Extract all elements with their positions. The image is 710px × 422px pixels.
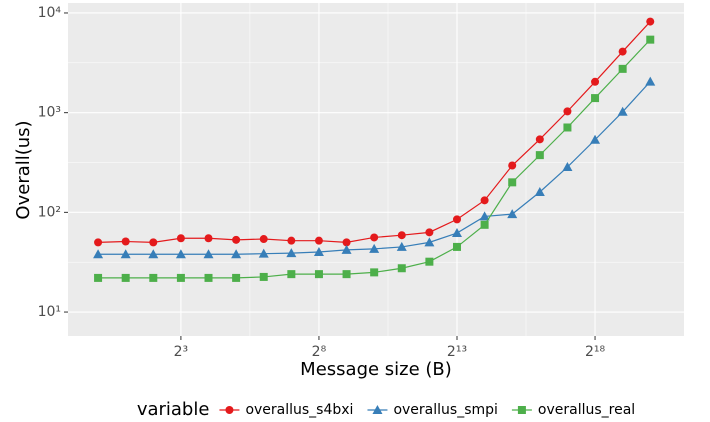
x-tick-label: 2¹⁸ [585, 344, 606, 360]
legend-label: overallus_smpi [393, 402, 497, 418]
marker [204, 234, 213, 243]
x-axis-title: Message size (B) [300, 359, 452, 380]
marker [286, 248, 297, 258]
marker [314, 236, 323, 245]
marker [94, 238, 103, 247]
marker [396, 241, 407, 251]
marker [258, 248, 269, 258]
marker [535, 151, 544, 160]
marker [480, 220, 489, 229]
marker [534, 187, 545, 197]
marker [314, 270, 323, 279]
marker [397, 231, 406, 240]
marker [176, 234, 185, 243]
marker [259, 235, 268, 244]
legend-label: overallus_real [538, 402, 635, 418]
marker [120, 249, 131, 259]
marker [204, 273, 213, 282]
marker [121, 273, 130, 282]
y-tick-label: 10³ [38, 105, 61, 121]
marker [175, 249, 186, 259]
marker [148, 249, 159, 259]
marker [452, 242, 461, 251]
legend-title: variable [137, 399, 210, 420]
legend-label: overallus_s4bxi [245, 402, 353, 418]
marker [287, 236, 296, 245]
marker [342, 270, 351, 279]
marker [232, 235, 241, 244]
marker [94, 273, 103, 282]
marker [370, 233, 379, 242]
marker [176, 273, 185, 282]
y-tick-label: 10⁴ [38, 5, 62, 21]
marker [507, 209, 518, 219]
marker [232, 273, 241, 282]
marker [508, 178, 517, 187]
x-tick-label: 2³ [174, 344, 189, 360]
marker [225, 406, 234, 414]
marker [397, 264, 406, 273]
marker [618, 47, 627, 56]
y-tick-label: 10² [38, 204, 61, 220]
legend: variable overallus_s4bxi overallus_smpi ove… [137, 399, 635, 420]
marker [535, 135, 544, 144]
marker [425, 228, 434, 237]
marker [149, 273, 158, 282]
marker [259, 272, 268, 281]
marker [618, 64, 627, 73]
marker [646, 17, 655, 26]
marker [480, 196, 489, 205]
marker [452, 215, 461, 224]
marker [149, 238, 158, 247]
marker [369, 243, 380, 253]
marker [517, 406, 526, 414]
x-tick-label: 2⁸ [312, 344, 327, 360]
marker [425, 257, 434, 266]
marker [93, 249, 104, 259]
marker [646, 35, 655, 44]
marker [231, 249, 242, 259]
marker [591, 77, 600, 86]
marker [313, 247, 324, 257]
marker [645, 76, 656, 86]
marker [203, 249, 214, 259]
marker [508, 161, 517, 170]
marker [563, 123, 572, 132]
marker [617, 106, 628, 116]
marker [563, 107, 572, 116]
x-tick-label: 2¹³ [447, 344, 467, 360]
y-tick-label: 10¹ [38, 304, 61, 320]
marker [341, 244, 352, 254]
marker [342, 238, 351, 247]
marker [121, 237, 130, 246]
marker [372, 405, 383, 414]
marker [370, 268, 379, 277]
marker [591, 94, 600, 103]
marker [451, 228, 462, 238]
marker [562, 162, 573, 172]
marker [479, 211, 490, 221]
y-axis-title: Overall(us) [13, 120, 34, 219]
panel [68, 3, 684, 336]
marker [287, 270, 296, 279]
marker [424, 237, 435, 247]
marker [590, 134, 601, 144]
